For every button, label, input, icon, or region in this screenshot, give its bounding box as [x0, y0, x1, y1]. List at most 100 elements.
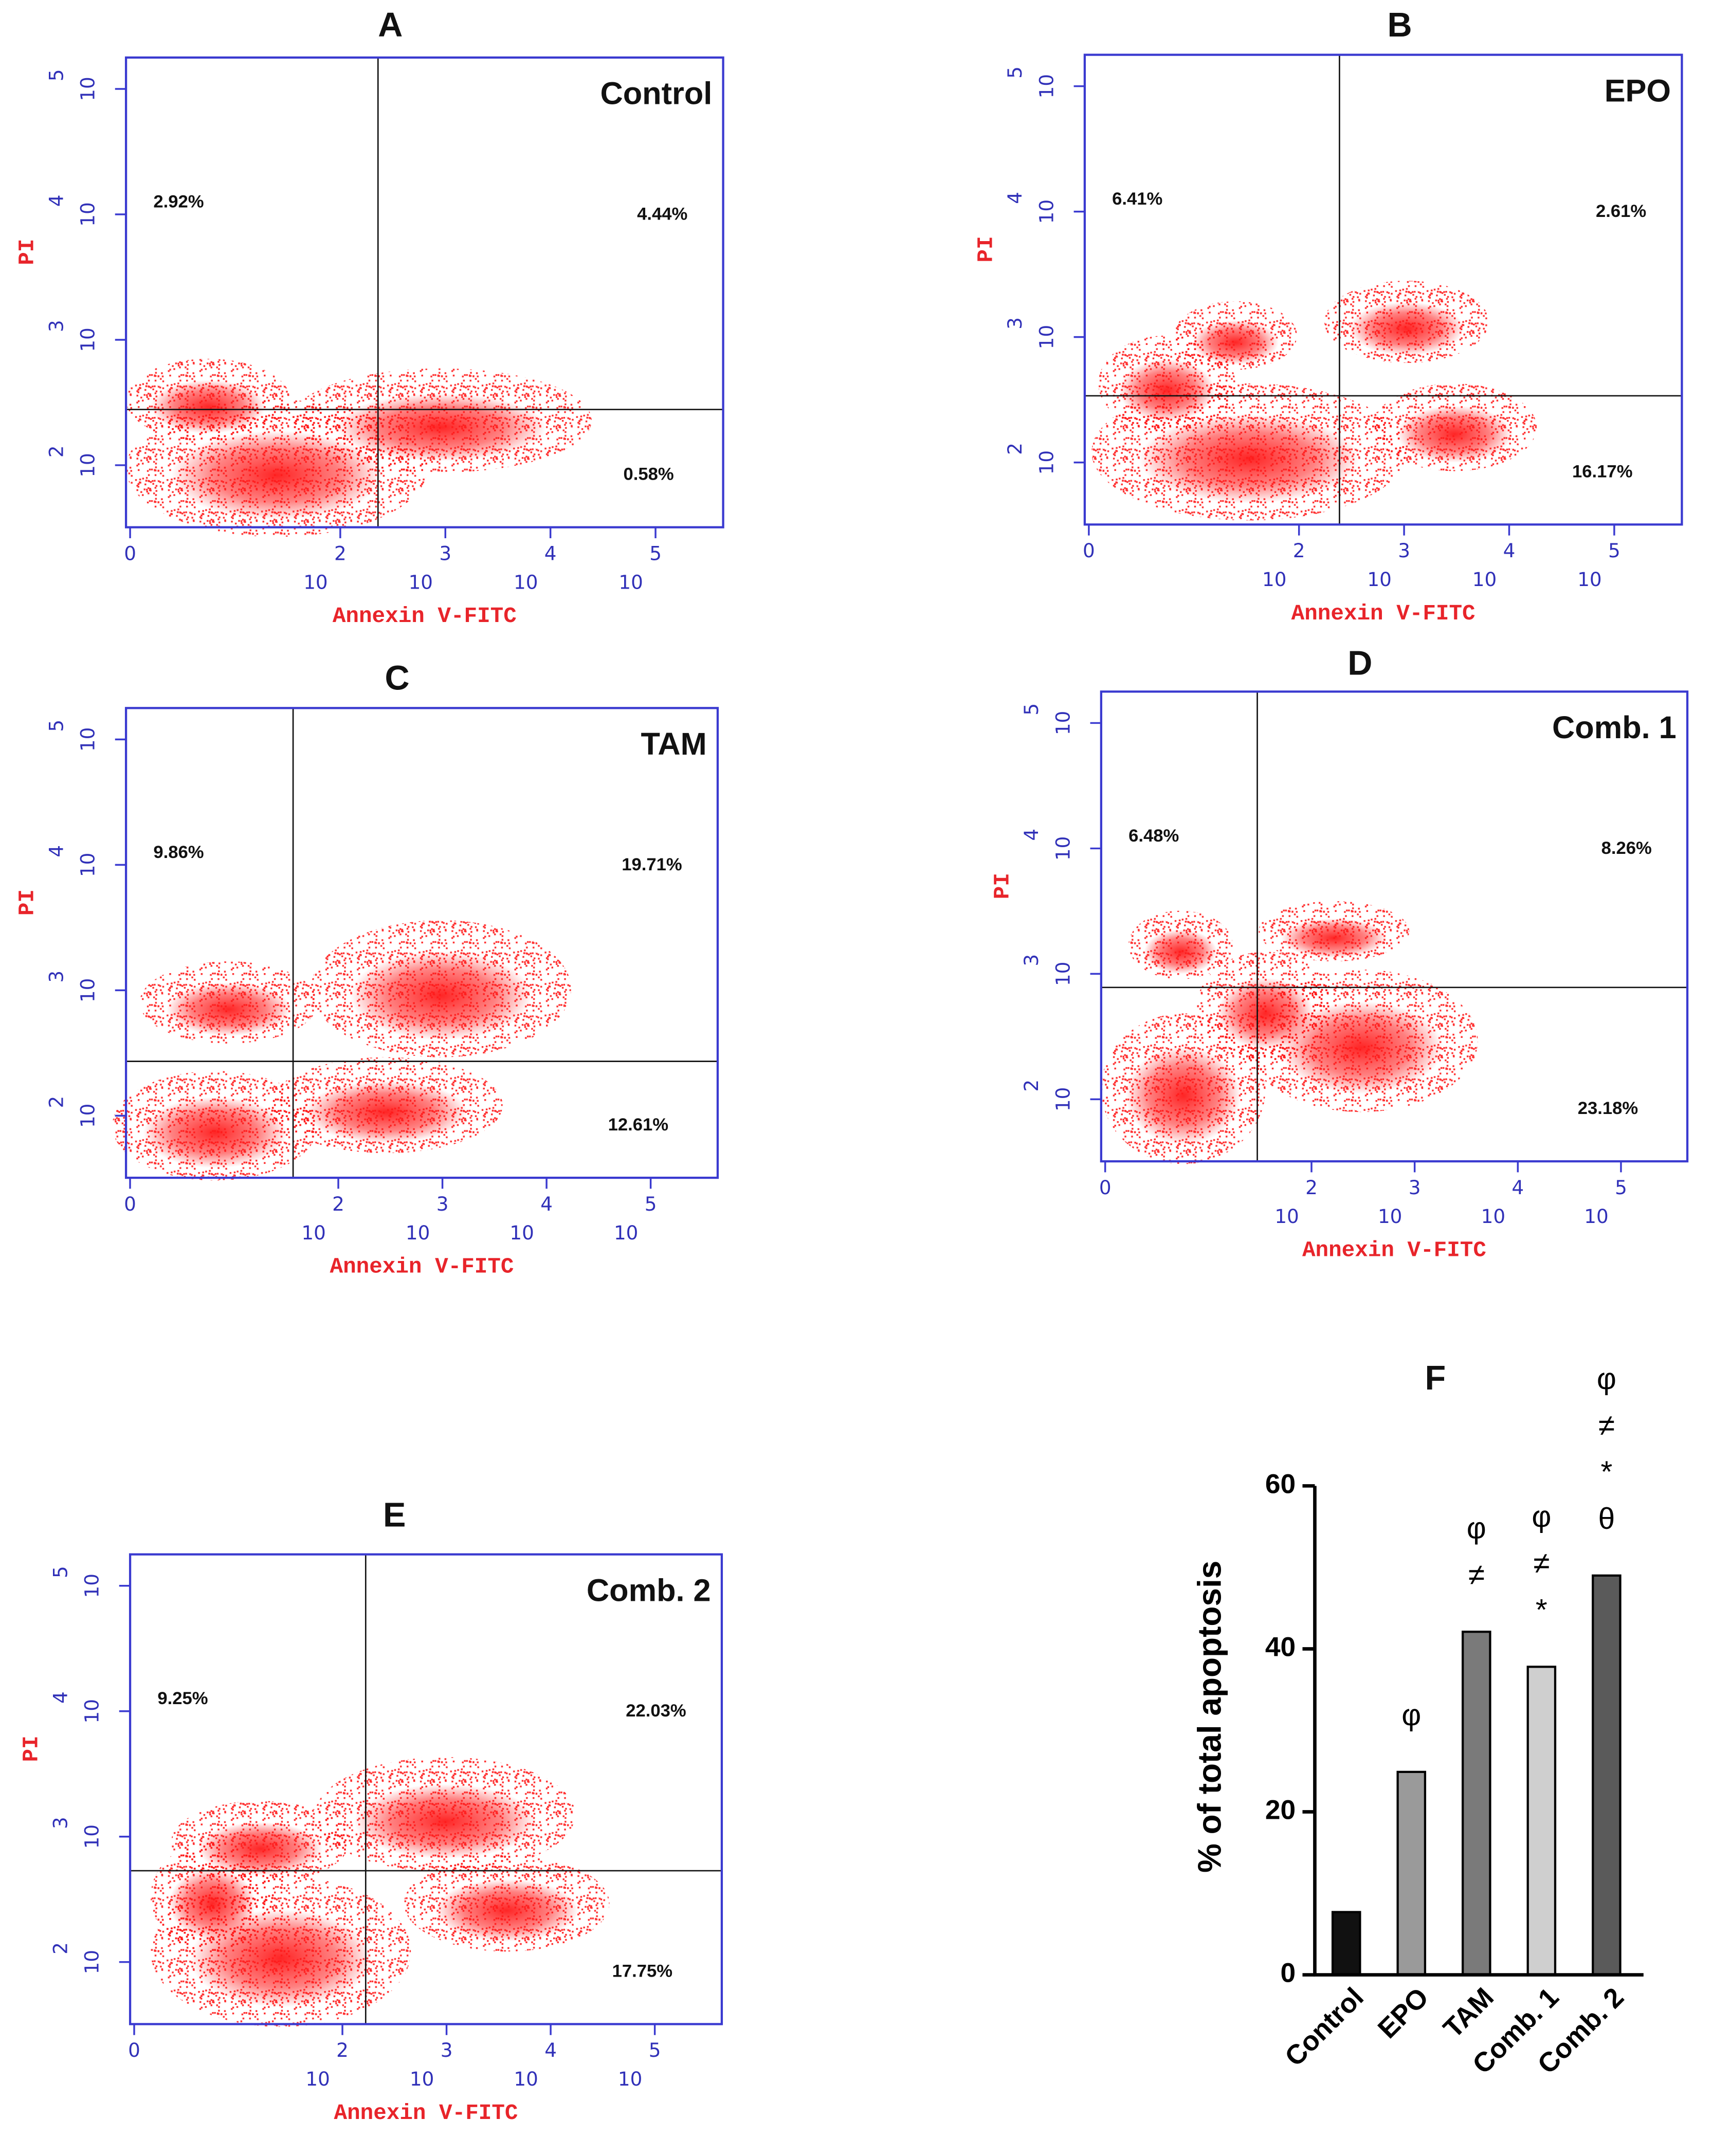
y-tick-label: 10	[1051, 1087, 1074, 1111]
x-tick-label: Control	[1279, 1982, 1370, 2073]
event-density	[1217, 978, 1314, 1049]
y-tick-label: 10	[1035, 450, 1058, 474]
x-tick-label: 0	[124, 542, 136, 564]
flow-panel: 0 2 10 3 10 4 10 5 10 10 2 10 3 10 4 10 5 Annexin V-FITC P…	[15, 660, 719, 1279]
event-density	[143, 1097, 287, 1168]
event-density	[1281, 918, 1387, 958]
y-axis-label: PI	[974, 236, 998, 262]
quadrant-percent: 19.71%	[622, 855, 682, 874]
significance-mark: *	[1536, 1593, 1547, 1627]
x-tick-label: 10	[509, 1221, 534, 1244]
x-tick-exponent: 5	[1615, 1176, 1627, 1199]
y-tick-label: 10	[77, 202, 99, 226]
y-tick-label: 10	[77, 853, 99, 877]
x-axis-label: Annexin V-FITC	[330, 1254, 514, 1279]
x-tick-exponent: 3	[441, 2039, 453, 2061]
quadrant-percent: 0.58%	[624, 465, 674, 484]
panel-letter: F	[1425, 1359, 1446, 1397]
quadrant-percent: 2.92%	[153, 192, 204, 211]
event-density	[166, 982, 292, 1036]
x-tick-label: 10	[614, 1221, 638, 1244]
event-density	[304, 1081, 468, 1143]
significance-mark: θ	[1598, 1502, 1615, 1536]
y-tick-exponent: 5	[1004, 66, 1026, 79]
x-tick-label: 10	[305, 2068, 330, 2090]
y-tick-label: 10	[81, 1574, 103, 1598]
significance-mark: *	[1600, 1455, 1612, 1489]
y-tick-label: 10	[77, 327, 99, 352]
y-tick-exponent: 4	[1004, 192, 1026, 204]
x-axis-label: Annexin V-FITC	[1291, 601, 1476, 626]
panel-title: EPO	[1605, 73, 1671, 108]
quadrant-percent: 23.18%	[1578, 1099, 1638, 1118]
bar	[1526, 1666, 1557, 1976]
significance-mark: ≠	[1533, 1547, 1550, 1580]
x-tick-label: 10	[406, 1221, 430, 1244]
significance-mark: φ	[1532, 1500, 1551, 1533]
y-tick-label: 10	[77, 77, 99, 101]
y-tick-exponent: 4	[49, 1691, 71, 1704]
bar	[1592, 1574, 1622, 1976]
x-tick-label: 10	[1262, 568, 1286, 591]
quadrant-percent: 6.41%	[1112, 189, 1162, 209]
x-tick-label: 10	[303, 571, 327, 593]
y-axis-label: PI	[15, 239, 40, 265]
event-density	[354, 1784, 536, 1859]
y-tick-label: 10	[81, 1824, 103, 1849]
x-tick-exponent: 4	[540, 1193, 553, 1215]
quadrant-percent: 4.44%	[637, 204, 687, 224]
x-tick-exponent: 5	[649, 2039, 661, 2061]
panel-letter: A	[378, 6, 403, 44]
quadrant-percent: 8.26%	[1601, 838, 1652, 858]
event-density	[151, 380, 266, 434]
x-tick-label: 10	[1367, 568, 1391, 591]
y-tick-exponent: 3	[45, 320, 67, 332]
event-density	[434, 1879, 579, 1942]
x-tick-exponent: 4	[544, 542, 557, 564]
y-tick-exponent: 4	[1020, 829, 1043, 841]
x-tick-label: 10	[1378, 1205, 1402, 1228]
y-tick-label: 10	[1051, 836, 1074, 861]
y-tick-label: 10	[77, 1104, 99, 1128]
significance-mark: ≠	[1598, 1409, 1615, 1442]
y-tick-exponent: 2	[45, 445, 67, 458]
panel-letter: B	[1388, 6, 1412, 44]
x-tick-label: 10	[514, 571, 538, 593]
y-tick-label: 10	[81, 1699, 103, 1723]
panel-title: Comb. 1	[1552, 710, 1677, 745]
y-tick-exponent: 2	[45, 1096, 67, 1108]
panel-title: Comb. 2	[587, 1573, 711, 1607]
quadrant-percent: 17.75%	[612, 1961, 672, 1981]
event-density	[1349, 302, 1464, 356]
significance-mark: ≠	[1468, 1558, 1485, 1592]
y-tick-label: 10	[77, 978, 99, 1002]
x-tick-exponent: 2	[336, 2039, 349, 2061]
x-tick-label: 10	[1472, 568, 1497, 591]
panel-letter: D	[1347, 644, 1372, 682]
event-density	[169, 1868, 256, 1940]
significance-mark: φ	[1401, 1698, 1421, 1732]
y-tick-exponent: 5	[45, 69, 67, 82]
x-tick-exponent: 2	[1305, 1176, 1318, 1199]
y-tick-exponent: 5	[45, 720, 67, 732]
event-density	[1144, 929, 1217, 974]
x-tick-label: 10	[1481, 1205, 1505, 1228]
y-axis-label: PI	[20, 1735, 44, 1762]
quadrant-percent: 9.25%	[157, 1689, 208, 1708]
significance-mark: φ	[1597, 1362, 1616, 1396]
x-tick-exponent: 2	[332, 1193, 344, 1215]
panel-title: TAM	[641, 726, 706, 761]
y-tick-exponent: 5	[1020, 703, 1043, 716]
bar	[1396, 1770, 1427, 1976]
x-tick-label: 0	[1083, 539, 1095, 562]
x-tick-label: 10	[618, 2068, 642, 2090]
x-tick-label: 10	[1274, 1205, 1299, 1228]
y-axis-label: % of total apoptosis	[1191, 1561, 1228, 1873]
x-axis-label: Annexin V-FITC	[333, 604, 517, 629]
bar	[1462, 1631, 1491, 1976]
x-tick-label: 10	[301, 1221, 325, 1244]
y-tick-label: 0	[1281, 1958, 1296, 1988]
bar	[1331, 1911, 1361, 1976]
